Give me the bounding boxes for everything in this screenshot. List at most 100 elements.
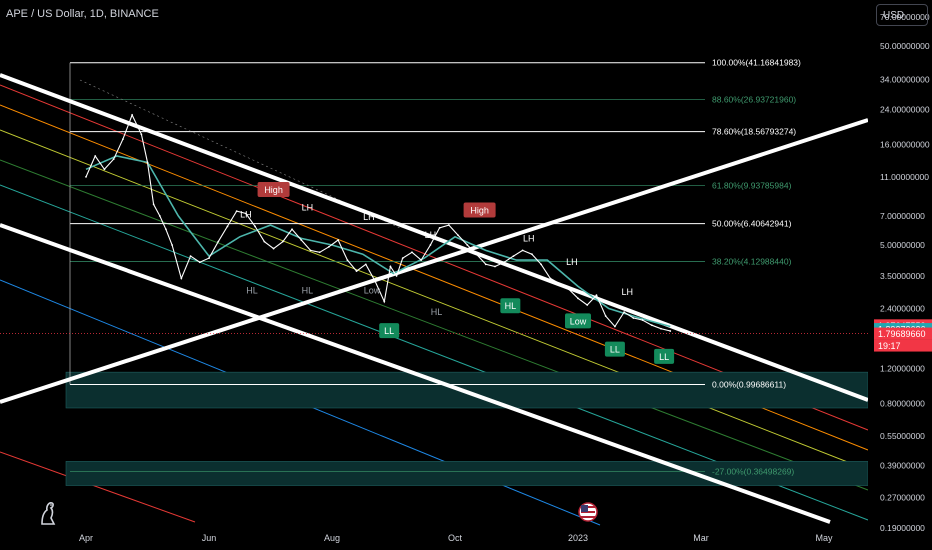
price-point bbox=[401, 257, 404, 259]
annotation-high-box bbox=[257, 182, 290, 198]
fib-label-4: 50.00%(6.40642941) bbox=[712, 219, 792, 229]
price-point bbox=[641, 319, 644, 321]
fib-label-2: 78.60%(18.56793274) bbox=[712, 127, 796, 137]
lower-channel-line bbox=[0, 223, 831, 524]
price-point bbox=[438, 226, 441, 229]
fib-label-7: -27.00%(0.36498269) bbox=[712, 466, 794, 476]
y-tick-label: 24.00000000 bbox=[880, 104, 930, 114]
y-tick-label: 0.19000000 bbox=[880, 523, 925, 533]
price-point bbox=[586, 304, 589, 306]
rising-trend-line bbox=[0, 118, 869, 404]
price-point bbox=[355, 270, 358, 272]
price-label: 1.79689660 bbox=[878, 329, 926, 339]
y-tick-label: 0.80000000 bbox=[880, 399, 925, 409]
y-tick-label: 5.00000000 bbox=[880, 240, 925, 250]
price-point bbox=[521, 249, 524, 252]
price-point bbox=[217, 240, 220, 243]
fib-label-6: 0.00%(0.99686611) bbox=[712, 380, 786, 390]
price-point bbox=[328, 245, 330, 248]
annotation-high-box bbox=[463, 202, 496, 218]
annotation-low-box bbox=[379, 323, 400, 339]
price-point bbox=[189, 255, 192, 258]
annotation-low-label: LL bbox=[659, 352, 669, 362]
price-point bbox=[131, 114, 134, 116]
price-point bbox=[632, 317, 635, 319]
y-tick-label: 7.00000000 bbox=[880, 211, 925, 221]
fib-label-1: 88.60%(26.93721960) bbox=[712, 94, 796, 104]
price-point bbox=[226, 225, 229, 228]
y-tick-label: 16.00000000 bbox=[880, 139, 930, 149]
price-point bbox=[494, 265, 496, 268]
support-zone bbox=[65, 371, 869, 409]
annotation-low-box bbox=[604, 341, 625, 357]
price-point bbox=[604, 315, 607, 317]
price-point bbox=[669, 330, 672, 332]
price-point bbox=[466, 244, 469, 246]
fib-label-5: 38.20%(4.12988440) bbox=[712, 257, 792, 267]
x-tick-label: Mar bbox=[693, 533, 709, 543]
price-point bbox=[540, 263, 542, 266]
price-point bbox=[411, 251, 413, 254]
price-point bbox=[281, 240, 284, 243]
price-point bbox=[85, 175, 87, 178]
x-tick-label: May bbox=[815, 533, 833, 543]
annotation-label: HL bbox=[246, 286, 258, 296]
price-point bbox=[146, 161, 149, 164]
annotation-low-box bbox=[565, 313, 591, 329]
annotation-label: LH bbox=[621, 287, 633, 297]
price-point bbox=[272, 247, 275, 250]
us-flag-icon[interactable] bbox=[578, 502, 598, 522]
annotation-high-label: High bbox=[470, 205, 489, 215]
y-tick-label: 50.00000000 bbox=[880, 41, 930, 51]
annotation-label: LH bbox=[363, 212, 375, 222]
y-tick-label: 0.55000000 bbox=[880, 431, 925, 441]
moving-average-line bbox=[85, 155, 671, 328]
annotation-label: LH bbox=[566, 257, 578, 267]
price-point bbox=[484, 263, 487, 266]
annotation-label: HL bbox=[302, 286, 314, 296]
price-point bbox=[318, 251, 321, 254]
price-point bbox=[429, 244, 432, 246]
price-point bbox=[337, 239, 340, 241]
price-point bbox=[512, 255, 515, 258]
price-point bbox=[346, 259, 349, 262]
price-point bbox=[112, 158, 115, 161]
annotation-label: Low bbox=[364, 286, 381, 296]
x-tick-label: 2023 bbox=[568, 533, 588, 543]
price-point bbox=[623, 311, 626, 314]
annotation-low-label: Low bbox=[570, 316, 587, 326]
annotation-low-box bbox=[500, 298, 521, 314]
tradingview-logo-icon[interactable] bbox=[38, 500, 60, 526]
price-point bbox=[383, 300, 386, 303]
price-point bbox=[140, 133, 143, 136]
price-line bbox=[85, 113, 671, 332]
price-point bbox=[300, 239, 303, 241]
y-tick-label: 3.50000000 bbox=[880, 271, 925, 281]
price-point bbox=[595, 294, 598, 297]
price-point bbox=[650, 324, 653, 327]
currency-button[interactable]: USD bbox=[876, 4, 928, 26]
price-label-box bbox=[874, 327, 932, 340]
fib-label-0: 100.00%(41.16841983) bbox=[712, 58, 801, 68]
price-point bbox=[577, 297, 579, 300]
price-point bbox=[660, 327, 662, 330]
y-tick-label: 2.40000000 bbox=[880, 304, 925, 314]
annotation-low-box bbox=[654, 348, 675, 364]
y-tick-label: 34.00000000 bbox=[880, 74, 930, 84]
price-point bbox=[103, 168, 106, 171]
annotation-label: HL bbox=[431, 307, 443, 317]
price-point bbox=[158, 215, 161, 217]
price-point bbox=[447, 224, 450, 226]
fib-trend-line bbox=[79, 79, 401, 229]
price-point bbox=[291, 228, 293, 231]
price-point bbox=[475, 253, 478, 256]
y-tick-label: 11.00000000 bbox=[880, 172, 929, 182]
price-point bbox=[165, 228, 167, 231]
price-point bbox=[614, 325, 616, 328]
annotation-high-label: High bbox=[264, 185, 283, 195]
price-point bbox=[309, 249, 312, 252]
y-tick-label: 0.27000000 bbox=[880, 492, 925, 502]
price-point bbox=[558, 282, 561, 285]
price-point bbox=[152, 203, 155, 206]
